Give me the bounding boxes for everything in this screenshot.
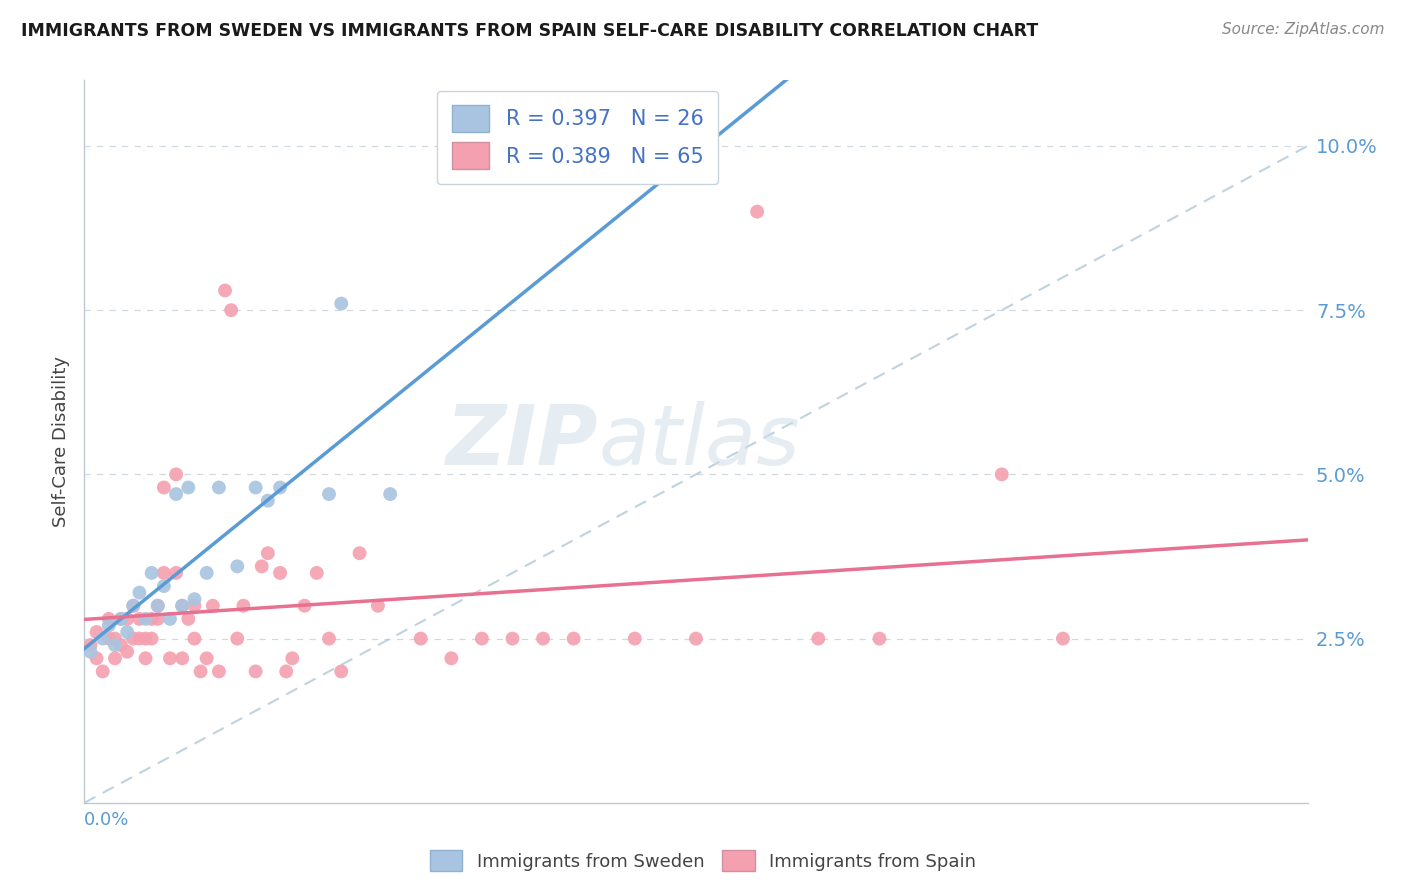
Point — [128, 585, 150, 599]
Text: atlas: atlas — [598, 401, 800, 482]
Point — [104, 632, 127, 646]
Point — [172, 599, 194, 613]
Point — [141, 632, 163, 646]
Point — [91, 632, 114, 646]
Point — [869, 632, 891, 646]
Point — [330, 665, 353, 679]
Point — [104, 651, 127, 665]
Point — [177, 612, 200, 626]
Point — [318, 632, 340, 646]
Point — [685, 632, 707, 646]
Point — [79, 638, 101, 652]
Point — [153, 566, 176, 580]
Point — [110, 612, 132, 626]
Point — [146, 612, 169, 626]
Point — [409, 632, 432, 646]
Point — [440, 651, 463, 665]
Point — [159, 612, 181, 626]
Point — [183, 632, 205, 646]
Point — [190, 665, 212, 679]
Point — [91, 665, 114, 679]
Point — [747, 204, 769, 219]
Point — [281, 651, 304, 665]
Point — [97, 612, 120, 626]
Point — [146, 599, 169, 613]
Point — [172, 651, 194, 665]
Point — [624, 632, 647, 646]
Point — [104, 638, 127, 652]
Point — [305, 566, 328, 580]
Point — [208, 665, 231, 679]
Point — [122, 632, 145, 646]
Point — [1052, 632, 1074, 646]
Point — [226, 559, 249, 574]
Point — [183, 592, 205, 607]
Point — [177, 481, 200, 495]
Point — [245, 665, 267, 679]
Point — [367, 599, 389, 613]
Point — [135, 612, 157, 626]
Point — [122, 599, 145, 613]
Point — [245, 481, 267, 495]
Point — [294, 599, 316, 613]
Point — [195, 651, 218, 665]
Point — [226, 632, 249, 646]
Point — [380, 487, 402, 501]
Point — [172, 599, 194, 613]
Point — [141, 612, 163, 626]
Point — [110, 638, 132, 652]
Point — [269, 566, 291, 580]
Text: ZIP: ZIP — [446, 401, 598, 482]
Point — [86, 625, 108, 640]
Point — [502, 632, 524, 646]
Point — [232, 599, 254, 613]
Point — [165, 487, 187, 501]
Legend: R = 0.397   N = 26, R = 0.389   N = 65: R = 0.397 N = 26, R = 0.389 N = 65 — [437, 91, 718, 184]
Point — [991, 467, 1014, 482]
Point — [141, 566, 163, 580]
Point — [115, 625, 138, 640]
Text: Source: ZipAtlas.com: Source: ZipAtlas.com — [1222, 22, 1385, 37]
Point — [128, 612, 150, 626]
Point — [471, 632, 494, 646]
Text: 0.0%: 0.0% — [84, 812, 129, 830]
Point — [115, 612, 138, 626]
Point — [807, 632, 830, 646]
Point — [110, 612, 132, 626]
Point — [349, 546, 371, 560]
Point — [330, 296, 353, 310]
Point — [183, 599, 205, 613]
Point — [208, 481, 231, 495]
Point — [135, 651, 157, 665]
Point — [97, 618, 120, 632]
Point — [86, 651, 108, 665]
Point — [219, 303, 242, 318]
Point — [159, 651, 181, 665]
Point — [201, 599, 224, 613]
Point — [318, 487, 340, 501]
Point — [115, 645, 138, 659]
Point — [250, 559, 273, 574]
Text: IMMIGRANTS FROM SWEDEN VS IMMIGRANTS FROM SPAIN SELF-CARE DISABILITY CORRELATION: IMMIGRANTS FROM SWEDEN VS IMMIGRANTS FRO… — [21, 22, 1039, 40]
Point — [165, 566, 187, 580]
Point — [269, 481, 291, 495]
Point — [562, 632, 585, 646]
Point — [257, 493, 280, 508]
Y-axis label: Self-Care Disability: Self-Care Disability — [52, 356, 70, 527]
Point — [153, 481, 176, 495]
Point — [257, 546, 280, 560]
Point — [214, 284, 236, 298]
Point — [79, 645, 101, 659]
Point — [195, 566, 218, 580]
Point — [146, 599, 169, 613]
Point — [122, 599, 145, 613]
Point — [97, 632, 120, 646]
Point — [276, 665, 298, 679]
Point — [128, 632, 150, 646]
Legend: Immigrants from Sweden, Immigrants from Spain: Immigrants from Sweden, Immigrants from … — [422, 843, 984, 879]
Point — [165, 467, 187, 482]
Point — [135, 632, 157, 646]
Point — [531, 632, 554, 646]
Point — [153, 579, 176, 593]
